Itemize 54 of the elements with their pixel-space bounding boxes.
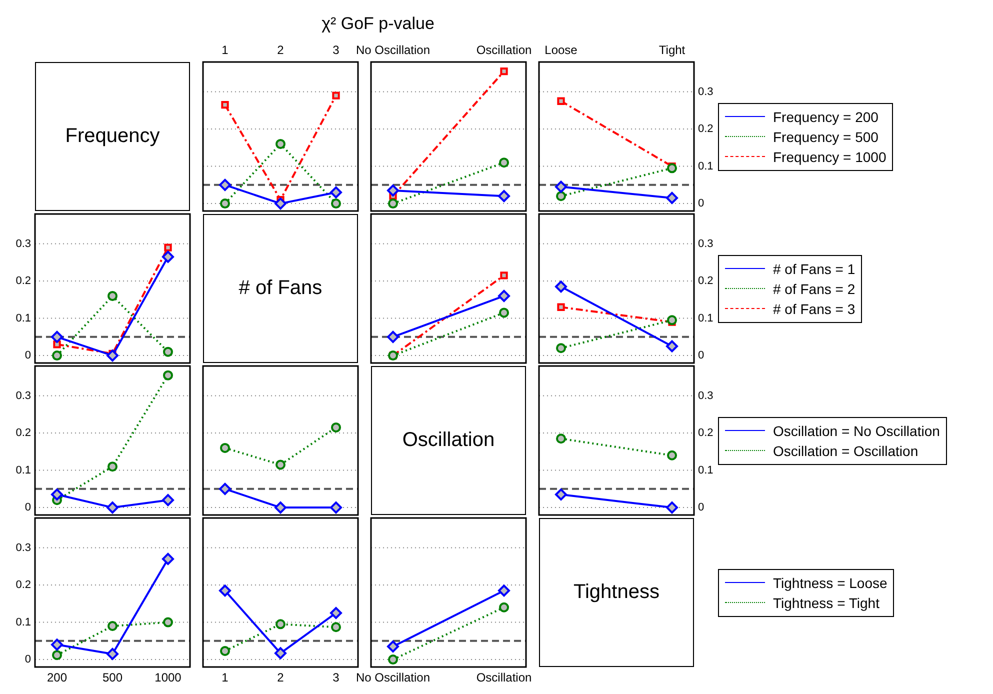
text: # of Fans	[203, 214, 358, 363]
x-tick-label: 200	[46, 670, 68, 685]
legend-label: Frequency = 200	[773, 108, 878, 126]
legend-label: # of Fans = 3	[773, 300, 856, 318]
x-tick-label: 2	[277, 670, 284, 685]
y-tick-label: 0.3	[698, 238, 714, 250]
legend-label: Frequency = 500	[773, 128, 878, 146]
legend-label: # of Fans = 2	[773, 280, 856, 298]
y-tick-label: 0.2	[698, 275, 714, 288]
y-tick-label: 0.3	[16, 390, 31, 402]
y-tick-label: 0.1	[16, 464, 31, 476]
y-tick-label: 0.1	[698, 312, 714, 324]
y-tick-label: 0	[24, 654, 31, 666]
x-tick-label: 1000	[154, 670, 182, 685]
y-tick-label: 0.3	[16, 542, 31, 554]
y-tick-label: 0.1	[16, 616, 31, 628]
y-tick-label: 0.3	[698, 86, 714, 98]
x-tick-label: 1	[222, 670, 229, 685]
y-tick-label: 0.1	[698, 160, 714, 172]
text: χ² GoF p-value	[320, 14, 436, 34]
legend-label: Oscillation = Oscillation	[773, 442, 918, 460]
text: Oscillation	[371, 366, 526, 515]
y-tick-label: 0.3	[16, 238, 31, 250]
y-tick-label: 0	[698, 350, 704, 362]
x-tick-label: 3	[332, 43, 340, 58]
x-tick-label: No Oscillation	[356, 670, 430, 685]
y-tick-label: 0.3	[698, 390, 714, 402]
y-tick-label: 0	[24, 350, 31, 362]
x-tick-label: Oscillation	[476, 43, 532, 58]
text: Tightness	[539, 518, 694, 667]
x-tick-label: No Oscillation	[356, 43, 430, 58]
x-tick-label: 1	[222, 43, 229, 58]
y-tick-label: 0.1	[16, 312, 31, 324]
x-tick-label: 3	[332, 670, 340, 685]
y-tick-label: 0.2	[16, 427, 31, 440]
y-tick-label: 0	[698, 198, 704, 210]
legend-label: Frequency = 1000	[773, 148, 886, 166]
y-tick-label: 0	[24, 502, 31, 514]
x-tick-label: 2	[277, 43, 284, 58]
legend-label: # of Fans = 1	[773, 260, 856, 278]
x-tick-label: 500	[102, 670, 123, 685]
x-tick-label: Loose	[544, 43, 578, 58]
legend-label: Tightness = Loose	[773, 574, 888, 592]
legend-label: Oscillation = No Oscillation	[773, 422, 940, 440]
text: Frequency	[35, 62, 190, 211]
y-tick-label: 0	[698, 502, 704, 514]
y-tick-label: 0.2	[698, 123, 714, 136]
y-tick-label: 0.2	[16, 579, 31, 592]
y-tick-label: 0.1	[698, 464, 714, 476]
x-tick-label: Tight	[658, 43, 686, 58]
legend-label: Tightness = Tight	[773, 594, 880, 612]
y-tick-label: 0.2	[698, 427, 714, 440]
x-tick-label: Oscillation	[476, 670, 532, 685]
y-tick-label: 0.2	[16, 275, 31, 288]
